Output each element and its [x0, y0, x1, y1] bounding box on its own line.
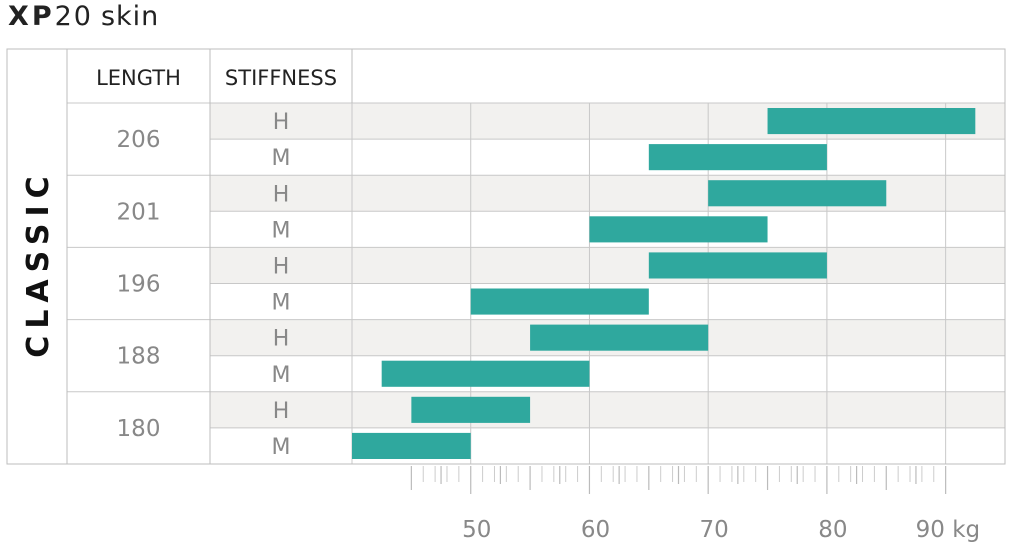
- tick-label: 50: [462, 517, 491, 543]
- stiffness-label: H: [273, 182, 290, 207]
- length-label: 180: [117, 416, 161, 442]
- length-label: 188: [117, 344, 161, 370]
- stiffness-label: H: [273, 327, 290, 352]
- tick-label: 70: [700, 517, 729, 543]
- chart-title: XP20 skin: [8, 0, 159, 34]
- range-bar: [381, 360, 590, 387]
- stiffness-label: M: [272, 291, 291, 316]
- header-length: LENGTH: [96, 66, 181, 90]
- title-brand: XP: [8, 1, 55, 32]
- range-bar: [411, 396, 531, 423]
- length-label: 196: [117, 272, 161, 298]
- length-label: 201: [117, 199, 161, 225]
- range-bar: [767, 108, 976, 135]
- title-product: skin: [100, 1, 160, 32]
- range-bar: [352, 432, 471, 459]
- tick-label: 90 kg: [916, 517, 981, 543]
- range-bar: [648, 252, 827, 279]
- title-model: 20: [54, 1, 93, 32]
- range-bar: [530, 324, 709, 351]
- range-bar: [589, 216, 768, 243]
- range-bar: [708, 180, 887, 207]
- stiffness-label: H: [273, 254, 290, 279]
- section-label: CLASSIC: [21, 169, 56, 357]
- range-bar: [470, 288, 649, 315]
- stiffness-label: M: [272, 146, 291, 171]
- range-bar: [648, 144, 827, 171]
- tick-label: 60: [581, 517, 610, 543]
- shaded-row: [210, 391, 1005, 428]
- stiffness-label: H: [273, 110, 290, 135]
- shaded-row: [210, 247, 1005, 284]
- tick-label: 80: [818, 517, 847, 543]
- table-border: [6, 48, 1006, 465]
- stiffness-label: M: [272, 435, 291, 460]
- stiffness-label: M: [272, 363, 291, 388]
- stiffness-label: H: [273, 399, 290, 424]
- stiffness-label: M: [272, 218, 291, 243]
- header-stiffness: STIFFNESS: [225, 66, 337, 90]
- length-label: 206: [117, 127, 161, 153]
